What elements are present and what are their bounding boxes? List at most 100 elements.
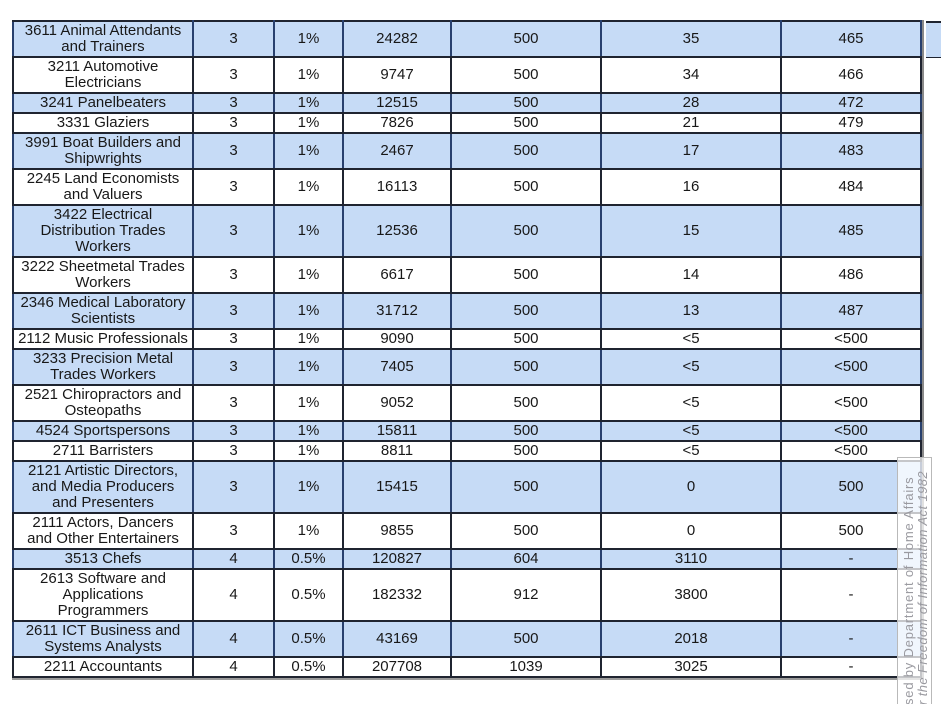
- occupation-cell: 3513 Chefs: [12, 548, 194, 570]
- value-cell: 0: [600, 460, 782, 514]
- value-cell: 2467: [342, 132, 452, 170]
- value-cell: 3: [192, 204, 275, 258]
- value-cell: 34: [600, 56, 782, 94]
- value-cell: 1%: [273, 20, 344, 58]
- value-cell: 3: [192, 328, 275, 350]
- value-cell: 4: [192, 620, 275, 658]
- value-cell: 1%: [273, 204, 344, 258]
- value-cell: 466: [780, 56, 922, 94]
- occupation-cell: 3233 Precision Metal Trades Workers: [12, 348, 194, 386]
- value-cell: 182332: [342, 568, 452, 622]
- value-cell: 500: [450, 168, 602, 206]
- value-cell: 120827: [342, 548, 452, 570]
- value-cell: 207708: [342, 656, 452, 678]
- value-cell: 3: [192, 420, 275, 442]
- value-cell: 500: [450, 20, 602, 58]
- value-cell: 0: [600, 512, 782, 550]
- occupation-cell: 2521 Chiropractors and Osteopaths: [12, 384, 194, 422]
- table-row: 3611 Animal Attendants and Trainers 3 1% 24…: [12, 20, 922, 58]
- value-cell: 1%: [273, 168, 344, 206]
- value-cell: 4: [192, 548, 275, 570]
- occupation-cell: 3222 Sheetmetal Trades Workers: [12, 256, 194, 294]
- value-cell: 13: [600, 292, 782, 330]
- value-cell: 1%: [273, 292, 344, 330]
- value-cell: 17: [600, 132, 782, 170]
- value-cell: 0.5%: [273, 620, 344, 658]
- value-cell: 479: [780, 112, 922, 134]
- table-row: 3233 Precision Metal Trades Workers 3 1% 74…: [12, 348, 922, 386]
- value-cell: <5: [600, 420, 782, 442]
- value-cell: 3110: [600, 548, 782, 570]
- value-cell: 1%: [273, 348, 344, 386]
- value-cell: 1%: [273, 56, 344, 94]
- foi-watermark-box: [897, 457, 932, 704]
- value-cell: 3: [192, 56, 275, 94]
- value-cell: 500: [450, 348, 602, 386]
- occupation-cell: 3211 Automotive Electricians: [12, 56, 194, 94]
- value-cell: 465: [780, 20, 922, 58]
- value-cell: 1%: [273, 420, 344, 442]
- value-cell: 3: [192, 460, 275, 514]
- table-row: 2611 ICT Business and Systems Analysts 4 0…: [12, 620, 922, 658]
- value-cell: 16113: [342, 168, 452, 206]
- value-cell: 484: [780, 168, 922, 206]
- value-cell: 500: [450, 460, 602, 514]
- value-cell: 3: [192, 20, 275, 58]
- value-cell: 500: [450, 328, 602, 350]
- value-cell: 15: [600, 204, 782, 258]
- value-cell: 500: [450, 256, 602, 294]
- value-cell: 43169: [342, 620, 452, 658]
- value-cell: <5: [600, 348, 782, 386]
- value-cell: 3800: [600, 568, 782, 622]
- value-cell: -: [780, 548, 922, 570]
- occupation-cell: 2121 Artistic Directors, and Media Produ…: [12, 460, 194, 514]
- table-row: 3241 Panelbeaters 3 1% 12515 500 28 472: [12, 92, 922, 114]
- value-cell: 500: [450, 56, 602, 94]
- occupation-cell: 2211 Accountants: [12, 656, 194, 678]
- occupation-cell: 3422 Electrical Distribution Trades Work…: [12, 204, 194, 258]
- value-cell: 500: [450, 620, 602, 658]
- value-cell: <500: [780, 420, 922, 442]
- value-cell: 9855: [342, 512, 452, 550]
- value-cell: 31712: [342, 292, 452, 330]
- table-row: 3513 Chefs 4 0.5% 120827 604 3110-: [12, 548, 922, 570]
- value-cell: 500: [450, 512, 602, 550]
- occupation-table: 3611 Animal Attendants and Trainers 3 1% 24…: [12, 20, 922, 678]
- table-row: 3991 Boat Builders and Shipwrights 3 1% 246…: [12, 132, 922, 170]
- clipped-cell-fragment: [926, 21, 941, 58]
- table-row: 3422 Electrical Distribution Trades Work…: [12, 204, 922, 258]
- value-cell: 912: [450, 568, 602, 622]
- value-cell: <500: [780, 328, 922, 350]
- value-cell: 604: [450, 548, 602, 570]
- value-cell: 500: [450, 420, 602, 442]
- value-cell: 486: [780, 256, 922, 294]
- occupation-cell: 2611 ICT Business and Systems Analysts: [12, 620, 194, 658]
- value-cell: 3: [192, 256, 275, 294]
- foi-watermark-line-1: sed by Department of Home Affairs: [901, 476, 916, 704]
- value-cell: 9090: [342, 328, 452, 350]
- value-cell: 2018: [600, 620, 782, 658]
- occupation-cell: 3611 Animal Attendants and Trainers: [12, 20, 194, 58]
- value-cell: 15415: [342, 460, 452, 514]
- value-cell: 28: [600, 92, 782, 114]
- value-cell: 1%: [273, 256, 344, 294]
- occupation-cell: 3241 Panelbeaters: [12, 92, 194, 114]
- value-cell: 3: [192, 168, 275, 206]
- table-row: 4524 Sportspersons 3 1% 15811 500 <5 <500: [12, 420, 922, 442]
- value-cell: 1039: [450, 656, 602, 678]
- value-cell: 3025: [600, 656, 782, 678]
- value-cell: 3: [192, 112, 275, 134]
- value-cell: 14: [600, 256, 782, 294]
- value-cell: 1%: [273, 512, 344, 550]
- table-row: 2211 Accountants 4 0.5% 207708 1039 3025-: [12, 656, 922, 678]
- occupation-cell: 2111 Actors, Dancers and Other Entertain…: [12, 512, 194, 550]
- occupation-cell: 3331 Glaziers: [12, 112, 194, 134]
- foi-watermark-line-2: r the Freedom of Information Act 1982: [915, 471, 930, 704]
- value-cell: 487: [780, 292, 922, 330]
- value-cell: 3: [192, 512, 275, 550]
- value-cell: 3: [192, 440, 275, 462]
- table-row: 2521 Chiropractors and Osteopaths 3 1% 9052…: [12, 384, 922, 422]
- value-cell: 24282: [342, 20, 452, 58]
- value-cell: 7826: [342, 112, 452, 134]
